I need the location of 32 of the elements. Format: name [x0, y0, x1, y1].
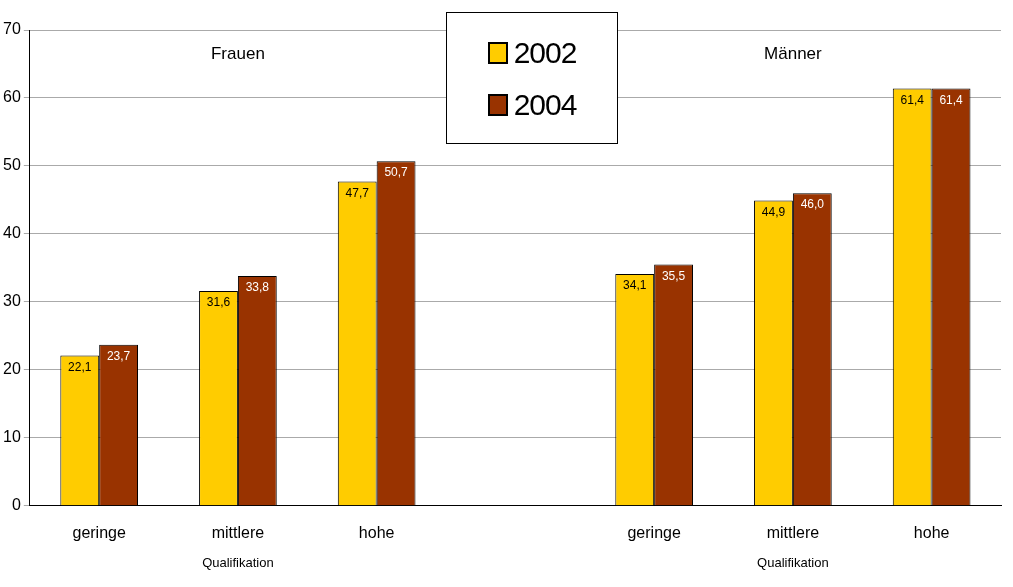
- data-label: 46,0: [800, 197, 825, 212]
- y-tick-label: 0: [11, 496, 21, 514]
- data-label: 34,1: [623, 278, 647, 293]
- x-tick-label: mittlere: [766, 523, 820, 541]
- data-label: 61,4: [900, 92, 925, 107]
- text: Qualifikation: [202, 555, 274, 571]
- data-label: 35,5: [661, 268, 686, 283]
- y-tick-label: 50: [3, 156, 21, 174]
- y-tick-label: 30: [3, 292, 21, 310]
- y-tick-label: 40: [3, 224, 21, 242]
- x-tick-label: geringe: [72, 523, 126, 541]
- data-label: 61,4: [939, 92, 964, 107]
- data-label: 50,7: [384, 165, 409, 180]
- data-label: 47,7: [345, 185, 370, 200]
- legend-label: 2002: [513, 36, 577, 70]
- x-tick-label: mittlere: [211, 523, 265, 541]
- x-tick-label: geringe: [627, 523, 681, 541]
- text: Qualifikation: [757, 555, 829, 571]
- data-label: 31,6: [206, 295, 231, 310]
- data-label: 44,9: [761, 204, 786, 219]
- annotation: Frauen: [210, 43, 265, 63]
- annotation: Männer: [764, 43, 823, 63]
- y-tick-label: 20: [3, 360, 21, 378]
- legend-label: 2004: [513, 88, 577, 122]
- x-tick-label: hohe: [358, 523, 395, 541]
- y-tick-label: 70: [3, 20, 21, 38]
- data-label: 22,1: [68, 359, 92, 374]
- data-label: 33,8: [245, 280, 270, 295]
- y-tick-label: 60: [3, 88, 21, 106]
- x-tick-label: hohe: [913, 523, 950, 541]
- data-label: 23,7: [106, 349, 131, 364]
- y-tick-label: 10: [3, 428, 21, 446]
